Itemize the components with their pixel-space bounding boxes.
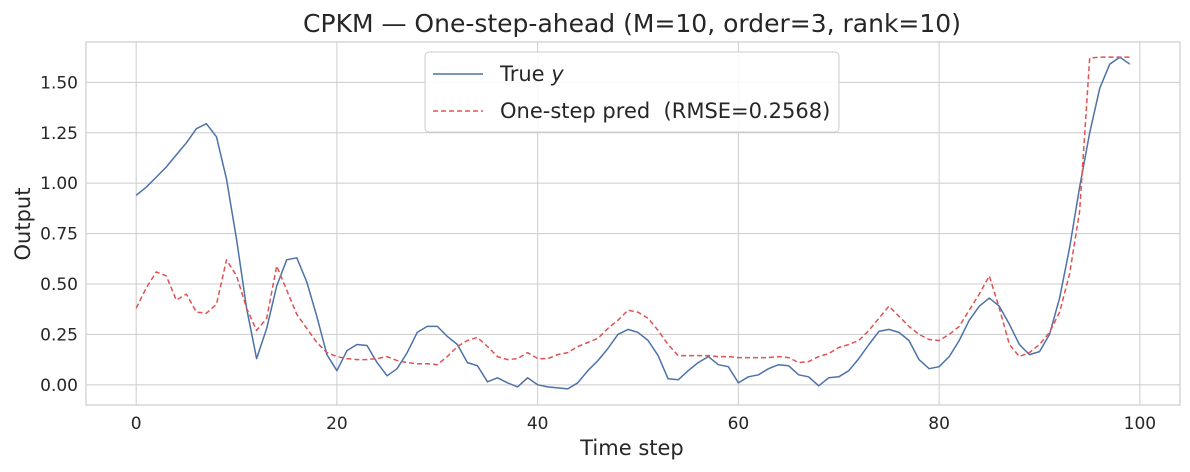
legend-label-true-y: True y — [499, 62, 564, 86]
series-line-true-y — [135, 56, 1131, 390]
x-tick-label: 60 — [728, 414, 750, 434]
y-tick-label: 0.75 — [40, 225, 78, 245]
x-tick-label: 80 — [928, 414, 950, 434]
y-tick-label: 1.50 — [40, 73, 78, 93]
series-lines — [135, 56, 1131, 390]
x-axis-label: Time step — [579, 436, 684, 460]
plot-frame — [85, 41, 1181, 406]
y-axis-label: Output — [11, 188, 35, 261]
y-tick-label: 0.00 — [40, 376, 78, 396]
series-line-one-step-pred — [135, 56, 1130, 366]
y-tick-label: 1.25 — [40, 124, 78, 144]
y-tick-label: 1.00 — [40, 174, 78, 194]
tick-labels: 0 20 40 60 80 100 0.00 0.25 0.50 0.75 1.00 1.25 1.50 — [40, 73, 1156, 434]
x-tick-label: 0 — [131, 414, 142, 434]
x-tick-label: 20 — [326, 414, 348, 434]
y-tick-label: 0.25 — [40, 325, 78, 345]
chart-title: CPKM — One-step-ahead (M=10, order=3, ra… — [303, 9, 961, 38]
x-tick-label: 100 — [1124, 414, 1156, 434]
legend-label-one-step-pred: One-step pred (RMSE=0.2568) — [500, 99, 830, 123]
y-tick-label: 0.50 — [40, 275, 78, 295]
legend: True y One-step pred (RMSE=0.2568) — [424, 51, 840, 133]
legend-box — [424, 51, 840, 133]
x-tick-label: 40 — [527, 414, 549, 434]
